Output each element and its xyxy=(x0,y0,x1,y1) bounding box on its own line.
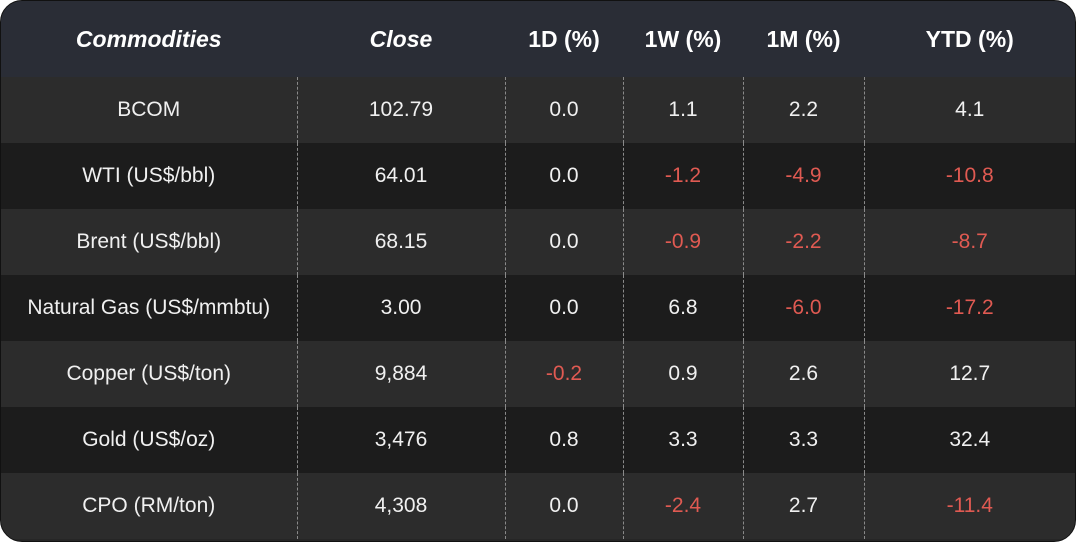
cell-commodity: WTI (US$/bbl) xyxy=(82,164,216,187)
cell-1w: -0.9 xyxy=(622,209,743,275)
cell-close: 68.15 xyxy=(296,209,505,275)
table-row: Copper (US$/ton) 9,884 -0.2 0.9 2.6 12.7 xyxy=(1,341,1075,407)
cell-close: 102.79 xyxy=(296,77,505,143)
cell-commodity: Natural Gas (US$/mmbtu) xyxy=(27,296,271,319)
header-1d: 1D (%) xyxy=(528,25,600,52)
cell-commodity: Brent (US$/bbl) xyxy=(76,230,222,253)
table-row: Gold (US$/oz) 3,476 0.8 3.3 3.3 32.4 xyxy=(1,407,1075,473)
header-close: Close xyxy=(369,25,433,52)
cell-1d: 0.0 xyxy=(504,143,623,209)
cell-1m: 2.6 xyxy=(742,341,864,407)
cell-1d: 0.8 xyxy=(504,407,623,473)
table-row: BCOM 102.79 0.0 1.1 2.2 4.1 xyxy=(1,77,1075,143)
cell-commodity: Copper (US$/ton) xyxy=(66,362,232,385)
cell-ytd: 12.7 xyxy=(863,341,1075,407)
header-1w: 1W (%) xyxy=(644,25,722,52)
cell-close: 64.01 xyxy=(296,143,505,209)
table-body: BCOM 102.79 0.0 1.1 2.2 4.1 WTI (US$/bbl… xyxy=(1,77,1075,539)
cell-1m: -6.0 xyxy=(742,275,864,341)
cell-1m: 3.3 xyxy=(742,407,864,473)
cell-1d: 0.0 xyxy=(504,473,623,539)
header-commodities: Commodities xyxy=(75,25,222,52)
cell-1w: 6.8 xyxy=(622,275,743,341)
cell-1m: -2.2 xyxy=(742,209,864,275)
table-row: Natural Gas (US$/mmbtu) 3.00 0.0 6.8 -6.… xyxy=(1,275,1075,341)
cell-ytd: -17.2 xyxy=(863,275,1075,341)
table-row: WTI (US$/bbl) 64.01 0.0 -1.2 -4.9 -10.8 xyxy=(1,143,1075,209)
cell-commodity: BCOM xyxy=(117,98,181,121)
cell-1m: 2.2 xyxy=(742,77,864,143)
table-row: CPO (RM/ton) 4,308 0.0 -2.4 2.7 -11.4 xyxy=(1,473,1075,539)
cell-commodity: CPO (RM/ton) xyxy=(82,494,216,517)
cell-1w: 0.9 xyxy=(622,341,743,407)
cell-ytd: 4.1 xyxy=(863,77,1075,143)
cell-1m: 2.7 xyxy=(742,473,864,539)
cell-close: 3.00 xyxy=(296,275,505,341)
cell-1m: -4.9 xyxy=(742,143,864,209)
cell-ytd: -8.7 xyxy=(863,209,1075,275)
cell-close: 3,476 xyxy=(296,407,505,473)
cell-close: 9,884 xyxy=(296,341,505,407)
cell-1d: 0.0 xyxy=(504,275,623,341)
cell-1w: 1.1 xyxy=(622,77,743,143)
header-row: Commodities Close 1D (%) 1W (%) 1M (%) Y… xyxy=(1,1,1075,77)
cell-close: 4,308 xyxy=(296,473,505,539)
cell-commodity: Gold (US$/oz) xyxy=(82,428,216,451)
cell-ytd: -11.4 xyxy=(863,473,1075,539)
table-row: Brent (US$/bbl) 68.15 0.0 -0.9 -2.2 -8.7 xyxy=(1,209,1075,275)
cell-1d: 0.0 xyxy=(504,209,623,275)
cell-1w: -2.4 xyxy=(622,473,743,539)
header-1m: 1M (%) xyxy=(766,25,841,52)
cell-1w: 3.3 xyxy=(622,407,743,473)
header-ytd: YTD (%) xyxy=(925,25,1014,52)
cell-1w: -1.2 xyxy=(622,143,743,209)
cell-ytd: 32.4 xyxy=(863,407,1075,473)
cell-1d: -0.2 xyxy=(504,341,623,407)
cell-ytd: -10.8 xyxy=(863,143,1075,209)
cell-1d: 0.0 xyxy=(504,77,623,143)
table-header: Commodities Close 1D (%) 1W (%) 1M (%) Y… xyxy=(1,1,1075,77)
